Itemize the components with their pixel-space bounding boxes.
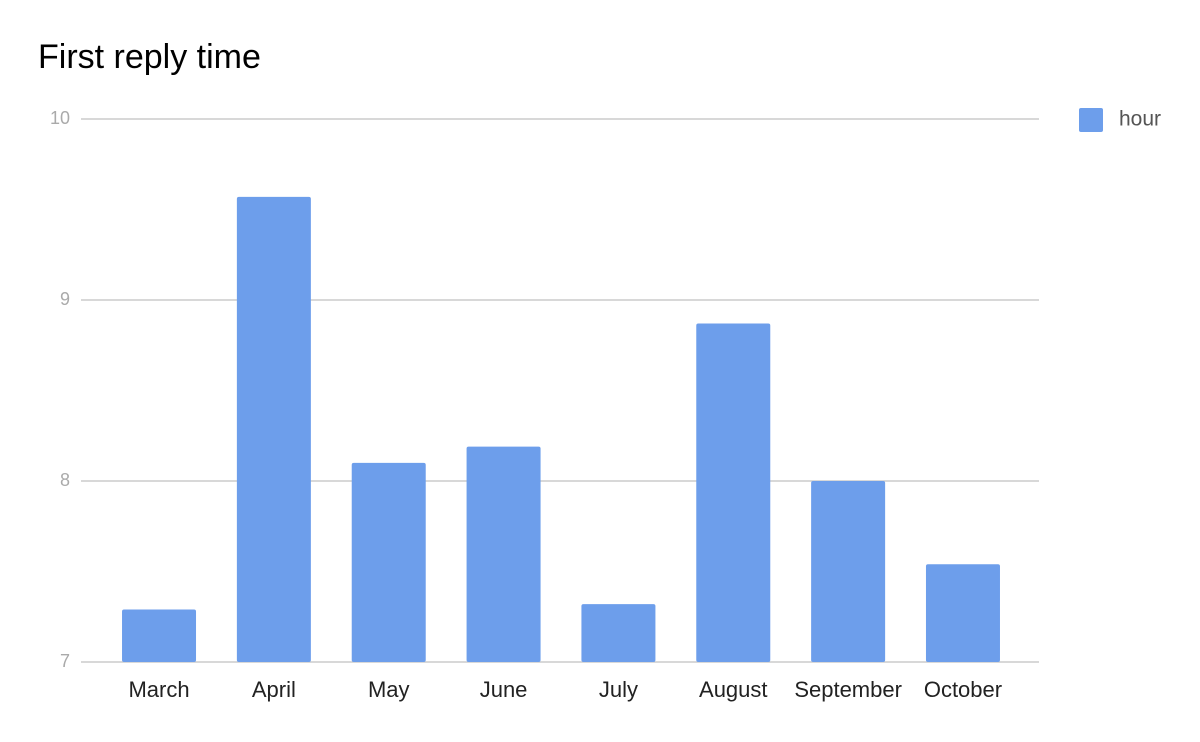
bar [351, 462, 426, 662]
bar [236, 196, 311, 662]
x-tick-label: August [699, 677, 768, 702]
legend-label: hour [1119, 108, 1161, 131]
chart-title: First reply time [38, 38, 261, 76]
bar [811, 481, 886, 662]
x-tick-label: March [128, 677, 189, 702]
y-tick-label: 10 [50, 108, 70, 128]
bar [122, 609, 197, 662]
y-tick-label: 9 [60, 289, 70, 309]
bar [466, 446, 541, 662]
x-tick-label: April [252, 677, 296, 702]
x-tick-label: June [480, 677, 528, 702]
x-tick-label: May [368, 677, 410, 702]
x-tick-label: July [599, 677, 638, 702]
legend-swatch [1079, 108, 1103, 132]
bar [696, 323, 771, 662]
x-tick-label: October [924, 677, 1002, 702]
bar [581, 604, 656, 662]
bar [925, 564, 1000, 662]
y-tick-label: 8 [60, 470, 70, 490]
y-tick-label: 7 [60, 651, 70, 671]
x-tick-label: September [794, 677, 902, 702]
